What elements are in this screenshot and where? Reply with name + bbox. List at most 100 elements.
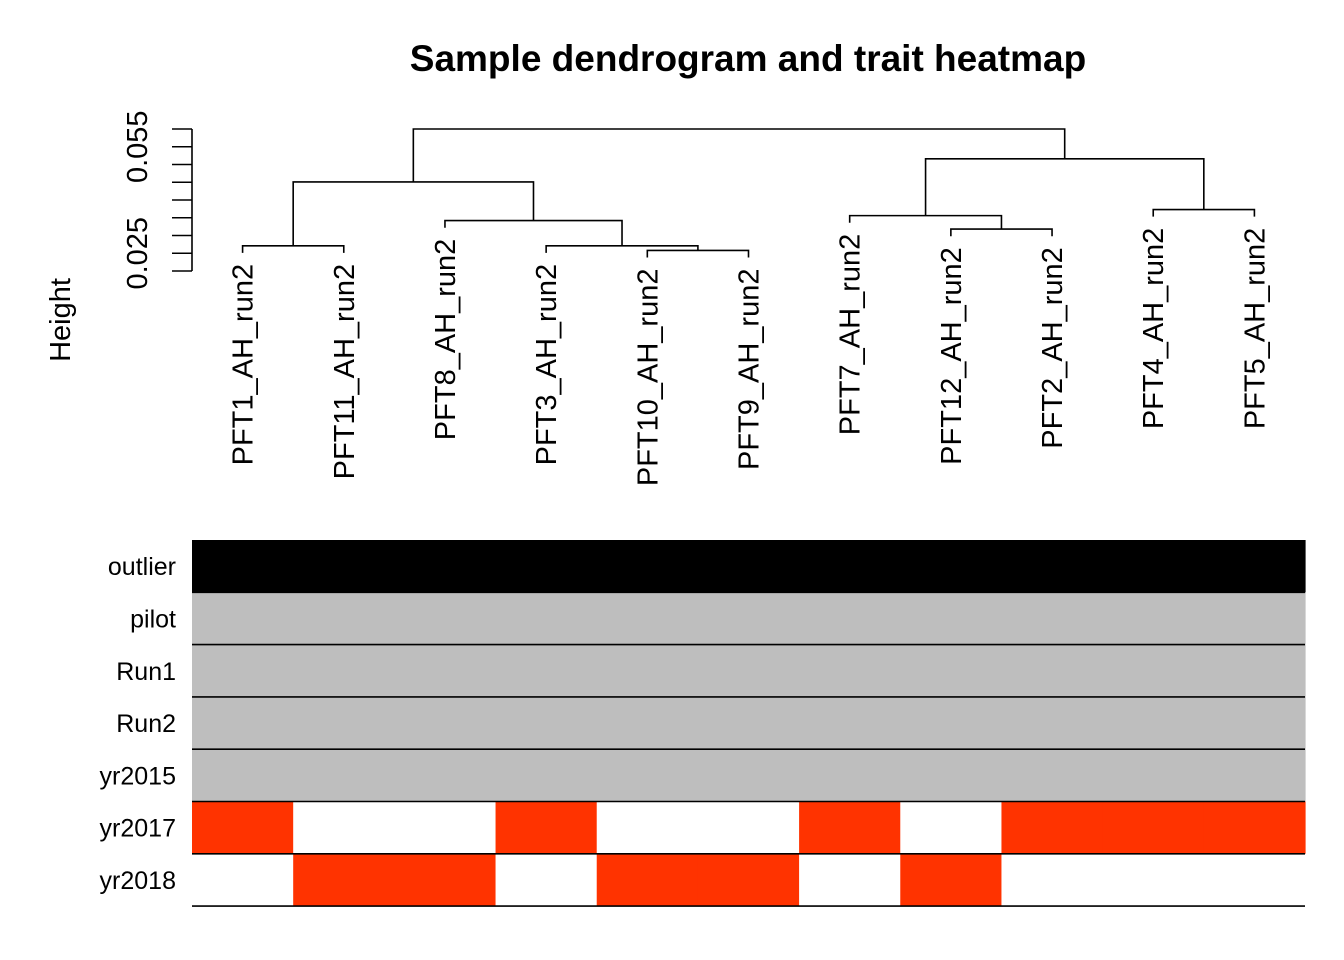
trait-label: yr2015	[100, 762, 176, 790]
heatmap-cell	[1203, 644, 1306, 698]
heatmap-cell	[495, 853, 598, 907]
sample-label: PFT7_AH_run2	[835, 234, 867, 436]
y-axis-label: Height	[45, 278, 77, 362]
heatmap-cell	[596, 644, 699, 698]
heatmap-cell	[1102, 644, 1205, 698]
dendrogram-branch-2	[646, 249, 750, 258]
sample-label: PFT11_AH_run2	[329, 264, 361, 479]
sample-label: PFT12_AH_run2	[936, 247, 968, 465]
heatmap-cell	[1203, 801, 1306, 855]
heatmap-cell	[192, 853, 294, 907]
heatmap-cell	[394, 749, 497, 802]
heatmap-cell	[1001, 592, 1104, 645]
heatmap-cell	[1102, 696, 1205, 750]
heatmap-cell	[1203, 540, 1306, 593]
trait-label: yr2018	[100, 867, 176, 895]
heatmap-cell	[192, 540, 294, 593]
heatmap-cell	[900, 644, 1003, 698]
heatmap-cell	[799, 801, 901, 855]
heatmap-cell	[394, 696, 497, 750]
heatmap-cell	[1001, 853, 1104, 907]
heatmap-cell	[1102, 801, 1205, 855]
sample-label: PFT8_AH_run2	[430, 239, 462, 441]
heatmap-cell	[596, 696, 699, 750]
heatmap-cell	[596, 749, 699, 802]
sample-label: PFT9_AH_run2	[734, 269, 766, 471]
heatmap-cell	[495, 644, 598, 698]
trait-label: yr2017	[100, 815, 176, 843]
heatmap-cell	[394, 801, 497, 855]
dendrogram-branch-10	[412, 128, 1066, 182]
heatmap-cell	[192, 696, 294, 750]
dendrogram-branch-6	[950, 228, 1053, 237]
dendrogram-branch-7	[848, 214, 1003, 230]
heatmap-cell	[293, 801, 395, 855]
heatmap-cell	[1001, 696, 1104, 750]
heatmap-cell	[596, 592, 699, 645]
heatmap-cell	[495, 540, 598, 593]
dendrogram-branch-4	[444, 219, 623, 246]
dendrogram-branch-8	[1152, 208, 1256, 217]
sample-label: PFT3_AH_run2	[531, 264, 563, 466]
heatmap-cell	[697, 801, 800, 855]
sample-label: PFT5_AH_run2	[1239, 228, 1271, 430]
heatmap-cell	[900, 696, 1003, 750]
heatmap-cell	[495, 592, 598, 645]
heatmap-cell	[697, 540, 800, 593]
heatmap-cell	[596, 801, 699, 855]
heatmap-cell	[192, 801, 294, 855]
trait-label: Run1	[116, 658, 176, 686]
sample-label: PFT2_AH_run2	[1037, 247, 1069, 449]
heatmap-cell	[596, 540, 699, 593]
y-tick-label: 0.025	[122, 217, 154, 290]
dendrogram	[241, 128, 1256, 258]
heatmap-cell	[1001, 801, 1104, 855]
heatmap-cell	[900, 801, 1003, 855]
trait-label: outlier	[108, 553, 176, 581]
heatmap-cell	[900, 592, 1003, 645]
heatmap-cell	[293, 853, 395, 907]
heatmap-cell	[799, 592, 901, 645]
heatmap-cell	[799, 853, 901, 907]
dendrogram-branch-3	[545, 244, 699, 253]
heatmap-cell	[799, 540, 901, 593]
heatmap-cell	[799, 696, 901, 750]
y-axis: 0.025 0.055	[122, 110, 193, 290]
chart-title: Sample dendrogram and trait heatmap	[410, 38, 1086, 79]
heatmap-cell	[192, 644, 294, 698]
heatmap-cell	[596, 853, 699, 907]
heatmap-cell	[799, 749, 901, 802]
heatmap-cell	[697, 696, 800, 750]
heatmap-cell	[1203, 749, 1306, 802]
sample-label: PFT4_AH_run2	[1138, 228, 1170, 430]
heatmap-cell	[1203, 696, 1306, 750]
y-tick-label: 0.055	[122, 110, 154, 183]
heatmap-cell	[394, 644, 497, 698]
heatmap-cell	[697, 853, 800, 907]
heatmap-cell	[1001, 540, 1104, 593]
heatmap-cell	[293, 696, 395, 750]
heatmap-cell	[697, 749, 800, 802]
heatmap-cell	[293, 540, 395, 593]
heatmap-cell	[697, 592, 800, 645]
sample-labels: PFT1_AH_run2 PFT11_AH_run2 PFT8_AH_run2 PFT…	[228, 228, 1272, 486]
heatmap-cell	[293, 644, 395, 698]
heatmap-cell	[1102, 592, 1205, 645]
trait-labels: outlier pilot Run1 Run2 yr2015 yr2017 yr2018	[100, 553, 176, 895]
dendrogram-branch-5	[292, 181, 535, 246]
trait-label: Run2	[116, 710, 176, 738]
heatmap-cell	[1102, 749, 1205, 802]
heatmap-cell	[394, 592, 497, 645]
heatmap-cell	[900, 540, 1003, 593]
heatmap-cell	[900, 749, 1003, 802]
heatmap-cell	[495, 696, 598, 750]
heatmap-cell	[293, 749, 395, 802]
trait-heatmap	[192, 540, 1306, 907]
trait-label: pilot	[130, 605, 176, 633]
heatmap-cell	[192, 749, 294, 802]
sample-label: PFT10_AH_run2	[632, 269, 664, 487]
heatmap-cell	[900, 853, 1003, 907]
heatmap-cell	[495, 749, 598, 802]
heatmap-cell	[697, 644, 800, 698]
